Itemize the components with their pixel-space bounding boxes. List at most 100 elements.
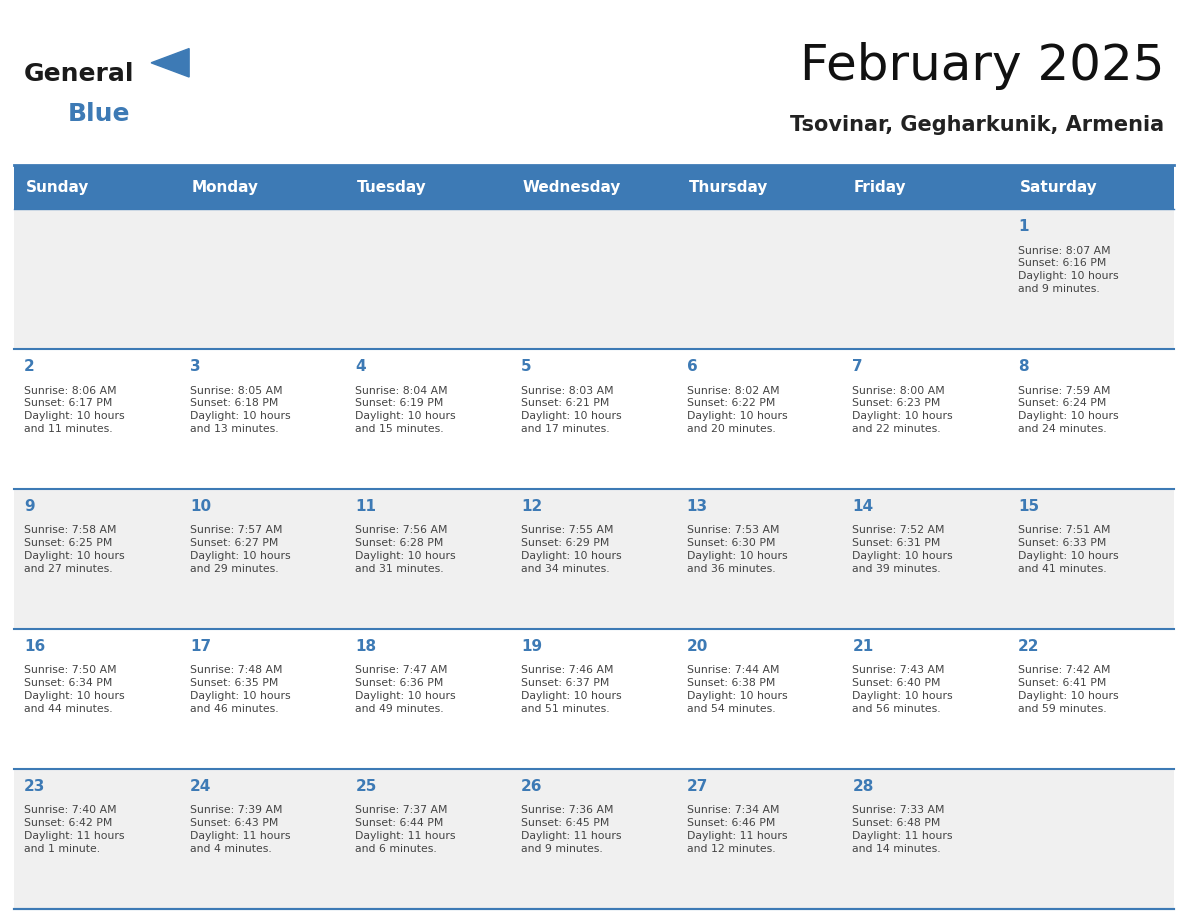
- FancyBboxPatch shape: [14, 489, 179, 629]
- FancyBboxPatch shape: [1009, 769, 1174, 909]
- FancyBboxPatch shape: [677, 349, 842, 489]
- Text: Sunrise: 8:03 AM
Sunset: 6:21 PM
Daylight: 10 hours
and 17 minutes.: Sunrise: 8:03 AM Sunset: 6:21 PM Dayligh…: [522, 386, 621, 434]
- Text: Sunrise: 7:52 AM
Sunset: 6:31 PM
Daylight: 10 hours
and 39 minutes.: Sunrise: 7:52 AM Sunset: 6:31 PM Dayligh…: [853, 525, 953, 574]
- FancyBboxPatch shape: [677, 209, 842, 349]
- FancyBboxPatch shape: [1009, 209, 1174, 349]
- Text: Sunrise: 7:33 AM
Sunset: 6:48 PM
Daylight: 11 hours
and 14 minutes.: Sunrise: 7:33 AM Sunset: 6:48 PM Dayligh…: [853, 805, 953, 854]
- Text: Sunday: Sunday: [26, 180, 89, 195]
- Text: 11: 11: [355, 498, 377, 514]
- FancyBboxPatch shape: [677, 165, 842, 209]
- FancyBboxPatch shape: [346, 209, 511, 349]
- FancyBboxPatch shape: [346, 489, 511, 629]
- FancyBboxPatch shape: [346, 629, 511, 769]
- Text: Sunrise: 8:06 AM
Sunset: 6:17 PM
Daylight: 10 hours
and 11 minutes.: Sunrise: 8:06 AM Sunset: 6:17 PM Dayligh…: [24, 386, 125, 434]
- Text: Sunrise: 7:34 AM
Sunset: 6:46 PM
Daylight: 11 hours
and 12 minutes.: Sunrise: 7:34 AM Sunset: 6:46 PM Dayligh…: [687, 805, 788, 854]
- Text: 9: 9: [24, 498, 34, 514]
- Text: Monday: Monday: [191, 180, 259, 195]
- FancyBboxPatch shape: [179, 209, 346, 349]
- FancyBboxPatch shape: [346, 349, 511, 489]
- FancyBboxPatch shape: [677, 489, 842, 629]
- Text: 19: 19: [522, 639, 542, 654]
- Text: Sunrise: 8:02 AM
Sunset: 6:22 PM
Daylight: 10 hours
and 20 minutes.: Sunrise: 8:02 AM Sunset: 6:22 PM Dayligh…: [687, 386, 788, 434]
- Text: Sunrise: 7:44 AM
Sunset: 6:38 PM
Daylight: 10 hours
and 54 minutes.: Sunrise: 7:44 AM Sunset: 6:38 PM Dayligh…: [687, 666, 788, 714]
- Text: Sunrise: 7:36 AM
Sunset: 6:45 PM
Daylight: 11 hours
and 9 minutes.: Sunrise: 7:36 AM Sunset: 6:45 PM Dayligh…: [522, 805, 621, 854]
- Text: Sunrise: 7:43 AM
Sunset: 6:40 PM
Daylight: 10 hours
and 56 minutes.: Sunrise: 7:43 AM Sunset: 6:40 PM Dayligh…: [853, 666, 953, 714]
- FancyBboxPatch shape: [511, 209, 677, 349]
- FancyBboxPatch shape: [842, 209, 1009, 349]
- Text: 1: 1: [1018, 219, 1029, 234]
- FancyBboxPatch shape: [511, 629, 677, 769]
- Text: 6: 6: [687, 359, 697, 374]
- Text: 26: 26: [522, 778, 543, 794]
- FancyBboxPatch shape: [346, 769, 511, 909]
- FancyBboxPatch shape: [1009, 629, 1174, 769]
- FancyBboxPatch shape: [842, 489, 1009, 629]
- Text: Sunrise: 7:37 AM
Sunset: 6:44 PM
Daylight: 11 hours
and 6 minutes.: Sunrise: 7:37 AM Sunset: 6:44 PM Dayligh…: [355, 805, 456, 854]
- FancyBboxPatch shape: [179, 629, 346, 769]
- FancyBboxPatch shape: [677, 629, 842, 769]
- Text: 24: 24: [190, 778, 211, 794]
- FancyBboxPatch shape: [511, 489, 677, 629]
- FancyBboxPatch shape: [842, 349, 1009, 489]
- Text: Sunrise: 7:56 AM
Sunset: 6:28 PM
Daylight: 10 hours
and 31 minutes.: Sunrise: 7:56 AM Sunset: 6:28 PM Dayligh…: [355, 525, 456, 574]
- FancyBboxPatch shape: [677, 769, 842, 909]
- Text: Sunrise: 7:50 AM
Sunset: 6:34 PM
Daylight: 10 hours
and 44 minutes.: Sunrise: 7:50 AM Sunset: 6:34 PM Dayligh…: [24, 666, 125, 714]
- Text: 12: 12: [522, 498, 543, 514]
- FancyBboxPatch shape: [179, 489, 346, 629]
- Text: 27: 27: [687, 778, 708, 794]
- Text: 17: 17: [190, 639, 211, 654]
- Text: 21: 21: [853, 639, 873, 654]
- Text: 20: 20: [687, 639, 708, 654]
- FancyBboxPatch shape: [14, 209, 179, 349]
- FancyBboxPatch shape: [511, 165, 677, 209]
- Text: 18: 18: [355, 639, 377, 654]
- Text: Tsovinar, Gegharkunik, Armenia: Tsovinar, Gegharkunik, Armenia: [790, 116, 1164, 135]
- Text: Sunrise: 7:51 AM
Sunset: 6:33 PM
Daylight: 10 hours
and 41 minutes.: Sunrise: 7:51 AM Sunset: 6:33 PM Dayligh…: [1018, 525, 1119, 574]
- Text: 14: 14: [853, 498, 873, 514]
- Text: Sunrise: 7:59 AM
Sunset: 6:24 PM
Daylight: 10 hours
and 24 minutes.: Sunrise: 7:59 AM Sunset: 6:24 PM Dayligh…: [1018, 386, 1119, 434]
- FancyBboxPatch shape: [842, 165, 1009, 209]
- FancyBboxPatch shape: [179, 349, 346, 489]
- Text: Sunrise: 7:55 AM
Sunset: 6:29 PM
Daylight: 10 hours
and 34 minutes.: Sunrise: 7:55 AM Sunset: 6:29 PM Dayligh…: [522, 525, 621, 574]
- FancyBboxPatch shape: [1009, 489, 1174, 629]
- FancyBboxPatch shape: [511, 769, 677, 909]
- FancyBboxPatch shape: [14, 165, 179, 209]
- FancyBboxPatch shape: [1009, 165, 1174, 209]
- Text: Sunrise: 8:00 AM
Sunset: 6:23 PM
Daylight: 10 hours
and 22 minutes.: Sunrise: 8:00 AM Sunset: 6:23 PM Dayligh…: [853, 386, 953, 434]
- FancyBboxPatch shape: [14, 769, 179, 909]
- Text: 16: 16: [24, 639, 45, 654]
- FancyBboxPatch shape: [842, 629, 1009, 769]
- Text: 10: 10: [190, 498, 211, 514]
- Text: 8: 8: [1018, 359, 1029, 374]
- Text: 25: 25: [355, 778, 377, 794]
- Text: 3: 3: [190, 359, 201, 374]
- FancyBboxPatch shape: [511, 349, 677, 489]
- Text: 13: 13: [687, 498, 708, 514]
- Text: 28: 28: [853, 778, 874, 794]
- Text: Sunrise: 7:42 AM
Sunset: 6:41 PM
Daylight: 10 hours
and 59 minutes.: Sunrise: 7:42 AM Sunset: 6:41 PM Dayligh…: [1018, 666, 1119, 714]
- Text: 15: 15: [1018, 498, 1040, 514]
- Text: Sunrise: 7:40 AM
Sunset: 6:42 PM
Daylight: 11 hours
and 1 minute.: Sunrise: 7:40 AM Sunset: 6:42 PM Dayligh…: [24, 805, 125, 854]
- Text: Sunrise: 7:39 AM
Sunset: 6:43 PM
Daylight: 11 hours
and 4 minutes.: Sunrise: 7:39 AM Sunset: 6:43 PM Dayligh…: [190, 805, 290, 854]
- Polygon shape: [151, 49, 189, 77]
- Text: Sunrise: 8:07 AM
Sunset: 6:16 PM
Daylight: 10 hours
and 9 minutes.: Sunrise: 8:07 AM Sunset: 6:16 PM Dayligh…: [1018, 246, 1119, 294]
- Text: General: General: [24, 62, 134, 86]
- FancyBboxPatch shape: [1009, 349, 1174, 489]
- FancyBboxPatch shape: [14, 629, 179, 769]
- Text: Tuesday: Tuesday: [358, 180, 426, 195]
- FancyBboxPatch shape: [14, 349, 179, 489]
- Text: Friday: Friday: [854, 180, 906, 195]
- Text: 7: 7: [853, 359, 862, 374]
- Text: 5: 5: [522, 359, 532, 374]
- FancyBboxPatch shape: [346, 165, 511, 209]
- FancyBboxPatch shape: [179, 769, 346, 909]
- Text: Sunrise: 8:04 AM
Sunset: 6:19 PM
Daylight: 10 hours
and 15 minutes.: Sunrise: 8:04 AM Sunset: 6:19 PM Dayligh…: [355, 386, 456, 434]
- Text: Sunrise: 7:47 AM
Sunset: 6:36 PM
Daylight: 10 hours
and 49 minutes.: Sunrise: 7:47 AM Sunset: 6:36 PM Dayligh…: [355, 666, 456, 714]
- Text: Sunrise: 8:05 AM
Sunset: 6:18 PM
Daylight: 10 hours
and 13 minutes.: Sunrise: 8:05 AM Sunset: 6:18 PM Dayligh…: [190, 386, 290, 434]
- Text: Sunrise: 7:46 AM
Sunset: 6:37 PM
Daylight: 10 hours
and 51 minutes.: Sunrise: 7:46 AM Sunset: 6:37 PM Dayligh…: [522, 666, 621, 714]
- Text: 23: 23: [24, 778, 45, 794]
- Text: Sunrise: 7:57 AM
Sunset: 6:27 PM
Daylight: 10 hours
and 29 minutes.: Sunrise: 7:57 AM Sunset: 6:27 PM Dayligh…: [190, 525, 290, 574]
- Text: Sunrise: 7:53 AM
Sunset: 6:30 PM
Daylight: 10 hours
and 36 minutes.: Sunrise: 7:53 AM Sunset: 6:30 PM Dayligh…: [687, 525, 788, 574]
- Text: Blue: Blue: [68, 102, 129, 126]
- Text: Sunrise: 7:48 AM
Sunset: 6:35 PM
Daylight: 10 hours
and 46 minutes.: Sunrise: 7:48 AM Sunset: 6:35 PM Dayligh…: [190, 666, 290, 714]
